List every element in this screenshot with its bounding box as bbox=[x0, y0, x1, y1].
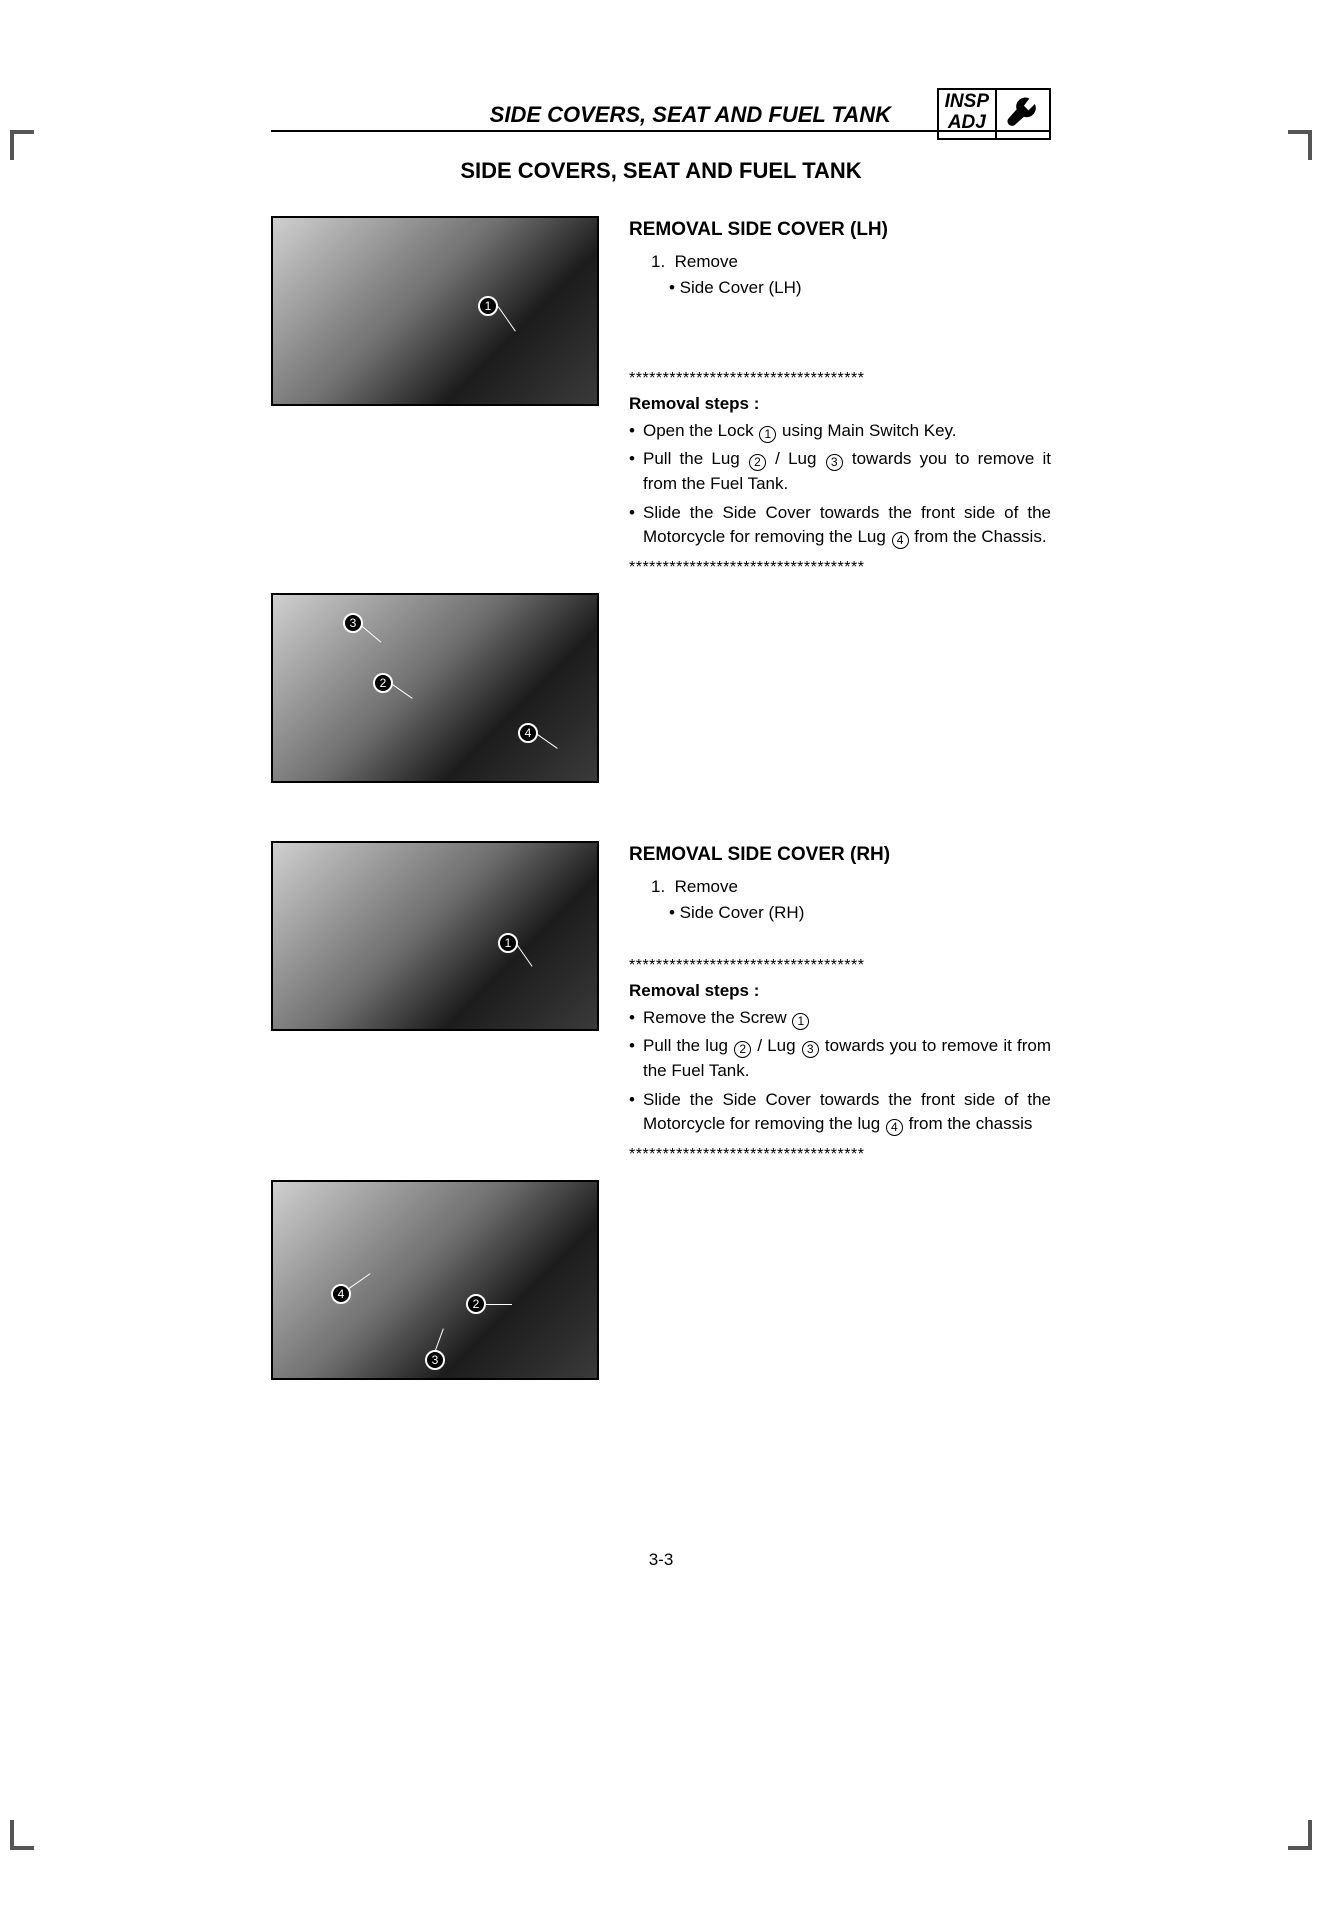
rh-bullet: • Side Cover (RH) bbox=[629, 901, 1051, 926]
leader-line bbox=[536, 733, 558, 749]
lh-step-no: 1. bbox=[651, 252, 665, 271]
badge-line2: ADJ bbox=[948, 112, 986, 133]
lh-step-1: Open the Lock 1 using Main Switch Key. bbox=[629, 419, 1051, 444]
section-title: SIDE COVERS, SEAT AND FUEL TANK bbox=[271, 158, 1051, 184]
lh-steps-list: Open the Lock 1 using Main Switch Key. P… bbox=[629, 419, 1051, 550]
spacer bbox=[629, 1180, 1051, 1380]
rh-step-1: Remove the Screw 1 bbox=[629, 1006, 1051, 1031]
leader-line bbox=[515, 943, 532, 967]
rh-stars-top: *********************************** bbox=[629, 954, 1051, 977]
breadcrumb-title: SIDE COVERS, SEAT AND FUEL TANK bbox=[490, 102, 891, 128]
spacer bbox=[629, 593, 1051, 783]
crop-mark-bl bbox=[10, 1820, 34, 1850]
lh-step: 1. Remove bbox=[629, 250, 1051, 275]
callout-2: 2 bbox=[466, 1294, 486, 1314]
callout-3: 3 bbox=[425, 1350, 445, 1370]
lh-step-3: Slide the Side Cover towards the front s… bbox=[629, 501, 1051, 550]
content-area: SIDE COVERS, SEAT AND FUEL TANK INSP ADJ… bbox=[271, 90, 1051, 1570]
text-lh: REMOVAL SIDE COVER (LH) 1. Remove • Side… bbox=[629, 216, 1051, 579]
circ-4: 4 bbox=[892, 532, 909, 549]
rh-title: REMOVAL SIDE COVER (RH) bbox=[629, 841, 1051, 869]
figure-rh-2: 4 2 3 bbox=[271, 1180, 599, 1380]
rh-step: 1. Remove bbox=[629, 875, 1051, 900]
rh-step-no: 1. bbox=[651, 877, 665, 896]
crop-mark-tl bbox=[10, 130, 34, 160]
callout-1: 1 bbox=[478, 296, 498, 316]
circ-3b: 3 bbox=[802, 1041, 819, 1058]
row-lh-1: 1 REMOVAL SIDE COVER (LH) 1. Remove • Si… bbox=[271, 216, 1051, 579]
badge-text: INSP ADJ bbox=[939, 90, 997, 138]
circ-2b: 2 bbox=[734, 1041, 751, 1058]
rh-steps-list: Remove the Screw 1 Pull the lug 2 / Lug … bbox=[629, 1006, 1051, 1137]
figure-rh-1: 1 bbox=[271, 841, 599, 1031]
rh-step-2: Pull the lug 2 / Lug 3 towards you to re… bbox=[629, 1034, 1051, 1083]
row-lh-2: 3 2 4 bbox=[271, 593, 1051, 783]
rh-steps-heading: Removal steps : bbox=[629, 979, 1051, 1004]
callout-3: 3 bbox=[343, 613, 363, 633]
leader-line bbox=[349, 1273, 371, 1289]
page: SIDE COVERS, SEAT AND FUEL TANK INSP ADJ… bbox=[0, 90, 1322, 1870]
badge-line1: INSP bbox=[945, 91, 989, 112]
leader-line bbox=[391, 683, 413, 699]
lh-title: REMOVAL SIDE COVER (LH) bbox=[629, 216, 1051, 244]
page-number: 3-3 bbox=[271, 1550, 1051, 1570]
figure-lh-2: 3 2 4 bbox=[271, 593, 599, 783]
leader-line bbox=[435, 1328, 445, 1351]
rh-stars-bottom: *********************************** bbox=[629, 1143, 1051, 1166]
header-rule bbox=[271, 130, 1051, 132]
text-rh: REMOVAL SIDE COVER (RH) 1. Remove • Side… bbox=[629, 841, 1051, 1166]
row-rh-1: 1 REMOVAL SIDE COVER (RH) 1. Remove • Si… bbox=[271, 841, 1051, 1166]
circ-1: 1 bbox=[759, 426, 776, 443]
lh-step-label: Remove bbox=[675, 252, 738, 271]
figure-lh-1: 1 bbox=[271, 216, 599, 406]
lh-steps-heading: Removal steps : bbox=[629, 392, 1051, 417]
leader-line bbox=[361, 625, 382, 643]
crop-mark-tr bbox=[1288, 130, 1312, 160]
lh-stars-bottom: *********************************** bbox=[629, 556, 1051, 579]
lh-step-2: Pull the Lug 2 / Lug 3 towards you to re… bbox=[629, 447, 1051, 496]
leader-line bbox=[484, 1304, 512, 1305]
circ-4b: 4 bbox=[886, 1119, 903, 1136]
rh-step-label: Remove bbox=[675, 877, 738, 896]
row-rh-2: 4 2 3 bbox=[271, 1180, 1051, 1380]
header-row: SIDE COVERS, SEAT AND FUEL TANK INSP ADJ bbox=[271, 90, 1051, 140]
header-badge: INSP ADJ bbox=[937, 88, 1051, 140]
leader-line bbox=[497, 306, 515, 331]
crop-mark-br bbox=[1288, 1820, 1312, 1850]
lh-stars-top: *********************************** bbox=[629, 367, 1051, 390]
wrench-icon bbox=[997, 90, 1049, 138]
circ-1b: 1 bbox=[792, 1013, 809, 1030]
circ-2: 2 bbox=[749, 454, 766, 471]
circ-3: 3 bbox=[826, 454, 843, 471]
lh-bullet: • Side Cover (LH) bbox=[629, 276, 1051, 301]
rh-step-3: Slide the Side Cover towards the front s… bbox=[629, 1088, 1051, 1137]
